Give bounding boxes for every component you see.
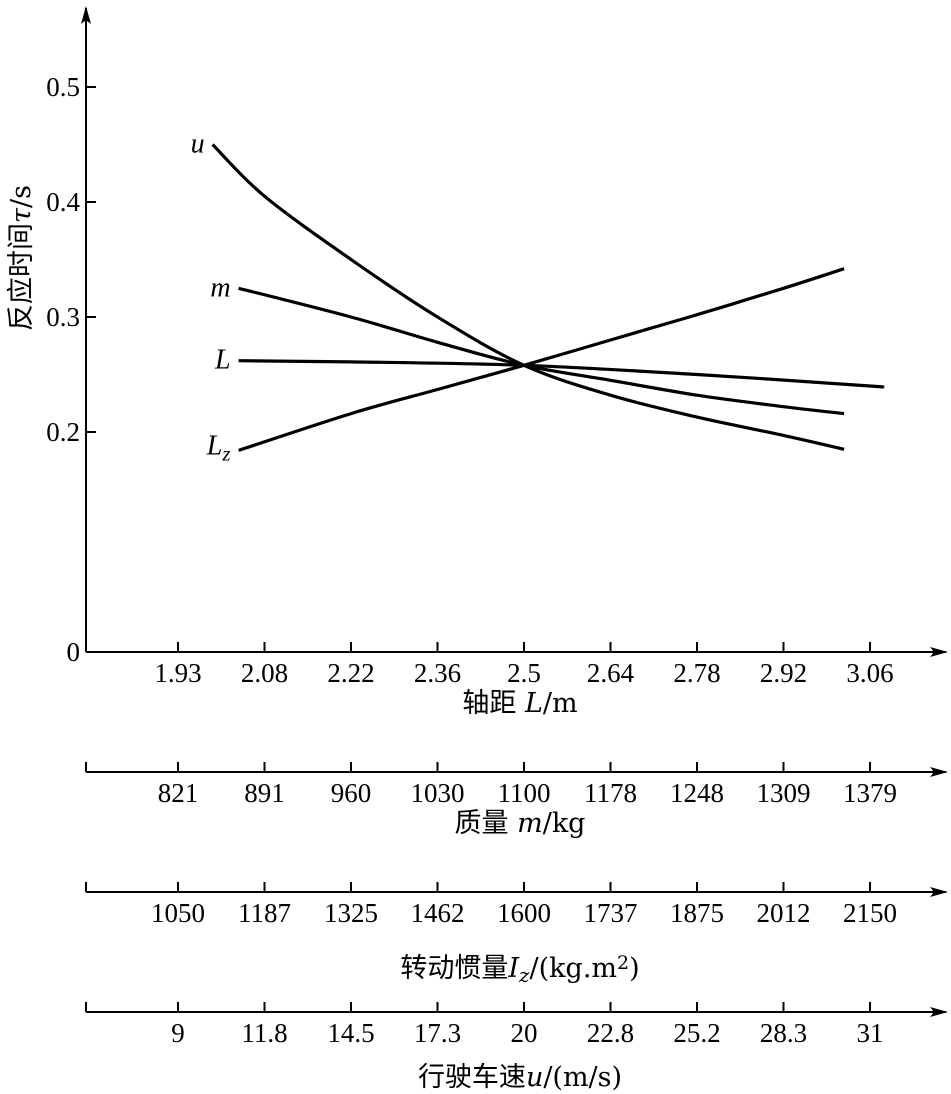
x-tick-label: 2012	[757, 898, 811, 928]
y-axis-title-symbol: τ	[6, 207, 37, 223]
y-tick-label: 0.4	[46, 187, 80, 217]
series-curve-Lz	[238, 267, 845, 452]
x-axis-title-superscript: 2	[617, 952, 629, 974]
x-tick-label: 31	[857, 1018, 884, 1048]
x-axis-u: 9 11.8 14.5 17.3 20 22.8 25.2 28.3 31 行驶车速u/(m/s)	[85, 1002, 948, 1093]
x-axis-title-symbol: u	[526, 1062, 543, 1093]
x-tick-label: 1600	[497, 898, 551, 928]
y-tick-label: 0	[67, 637, 81, 667]
y-axis-title-unit: /s	[6, 185, 37, 208]
x-axis-title-symbol: L	[524, 688, 543, 719]
x-tick-label: 9	[171, 1018, 185, 1048]
x-tick-label: 960	[331, 778, 372, 808]
series-label-main: L	[206, 430, 223, 461]
y-tick-label: 0.2	[46, 417, 80, 447]
x-tick-label: 1030	[411, 778, 465, 808]
x-axis-title-subscript: z	[518, 963, 530, 987]
x-axis-title-prefix: 转动惯量	[400, 953, 508, 984]
x-tick-label: 2150	[843, 898, 897, 928]
x-tick-label: 17.3	[414, 1018, 461, 1048]
x-tick-label: 891	[244, 778, 285, 808]
x-tick-label: 2.78	[673, 658, 720, 688]
x-tick-label: 1100	[498, 778, 551, 808]
x-tick-label: 2.08	[241, 658, 288, 688]
x-tick-label: 2.36	[414, 658, 461, 688]
x-tick-label: 22.8	[587, 1018, 634, 1048]
y-axis-ticks: 0 0.2 0.3 0.4 0.5	[46, 72, 96, 667]
x-tick-label: 2.64	[587, 658, 635, 688]
x-axis-title-prefix: 轴距	[462, 688, 525, 719]
x-axis-title: 质量 m/kg	[455, 808, 586, 839]
x-tick-label: 2.92	[760, 658, 807, 688]
x-tick-label: 14.5	[327, 1018, 374, 1048]
x-axis-L: 1.93 2.08 2.22 2.36 2.5 2.64 2.78 2.92 3.06 轴距 L/…	[86, 642, 948, 719]
x-tick-label: 1875	[670, 898, 724, 928]
series-label-L: L	[214, 345, 231, 376]
x-tick-label: 1462	[411, 898, 465, 928]
x-tick-label: 2.5	[507, 658, 541, 688]
x-tick-label: 2.22	[327, 658, 374, 688]
x-axis-title-close: )	[629, 953, 640, 984]
x-tick-label: 1737	[584, 898, 638, 928]
series-label-Lz: Lz	[206, 430, 231, 465]
y-tick-label: 0.5	[46, 72, 80, 102]
x-axis-m: 821 891 960 1030 1100 1178 1248 1309 1379 质量 m/kg	[85, 762, 948, 839]
y-axis-title-prefix: 反应时间	[6, 223, 37, 331]
x-tick-label: 25.2	[673, 1018, 720, 1048]
x-tick-label: 3.06	[846, 658, 893, 688]
x-axis-title-prefix: 质量	[455, 808, 518, 839]
x-axis-title-symbol: m	[517, 808, 543, 839]
x-axis-title-unit: /m	[543, 688, 578, 719]
x-axis-title-unit: /(kg.m	[530, 953, 617, 984]
series-curve-L	[238, 359, 885, 389]
x-tick-label: 11.8	[241, 1018, 287, 1048]
x-axis-title-unit: /kg	[543, 808, 586, 839]
x-axis-title-symbol: I	[507, 953, 520, 984]
series-label-m: m	[210, 272, 230, 303]
x-tick-label: 821	[158, 778, 199, 808]
series-curves	[211, 143, 885, 452]
x-tick-label: 1187	[238, 898, 291, 928]
y-tick-label: 0.3	[46, 302, 80, 332]
y-axis-title: 反应时间τ/s	[6, 185, 37, 331]
series-curve-m	[238, 286, 845, 416]
x-tick-label: 1325	[324, 898, 378, 928]
x-tick-label: 1.93	[154, 658, 201, 688]
series-label-subscript: z	[221, 442, 230, 466]
x-tick-label: 1379	[843, 778, 897, 808]
x-tick-label: 20	[511, 1018, 538, 1048]
x-tick-label: 1248	[670, 778, 724, 808]
x-axis-title: 转动惯量Iz/(kg.m2)	[400, 952, 639, 987]
x-axis-title-prefix: 行驶车速	[418, 1062, 526, 1093]
x-tick-label: 1050	[151, 898, 205, 928]
series-label-u: u	[191, 129, 205, 160]
x-axis-title: 轴距 L/m	[462, 688, 577, 719]
x-axis-title: 行驶车速u/(m/s)	[418, 1062, 622, 1093]
x-tick-label: 1309	[757, 778, 811, 808]
x-axis-Iz: 1050 1187 1325 1462 1600 1737 1875 2012 2150 转动惯量…	[85, 882, 948, 987]
x-tick-label: 1178	[584, 778, 637, 808]
x-axis-title-unit: /(m/s)	[543, 1062, 622, 1093]
x-tick-label: 28.3	[760, 1018, 807, 1048]
